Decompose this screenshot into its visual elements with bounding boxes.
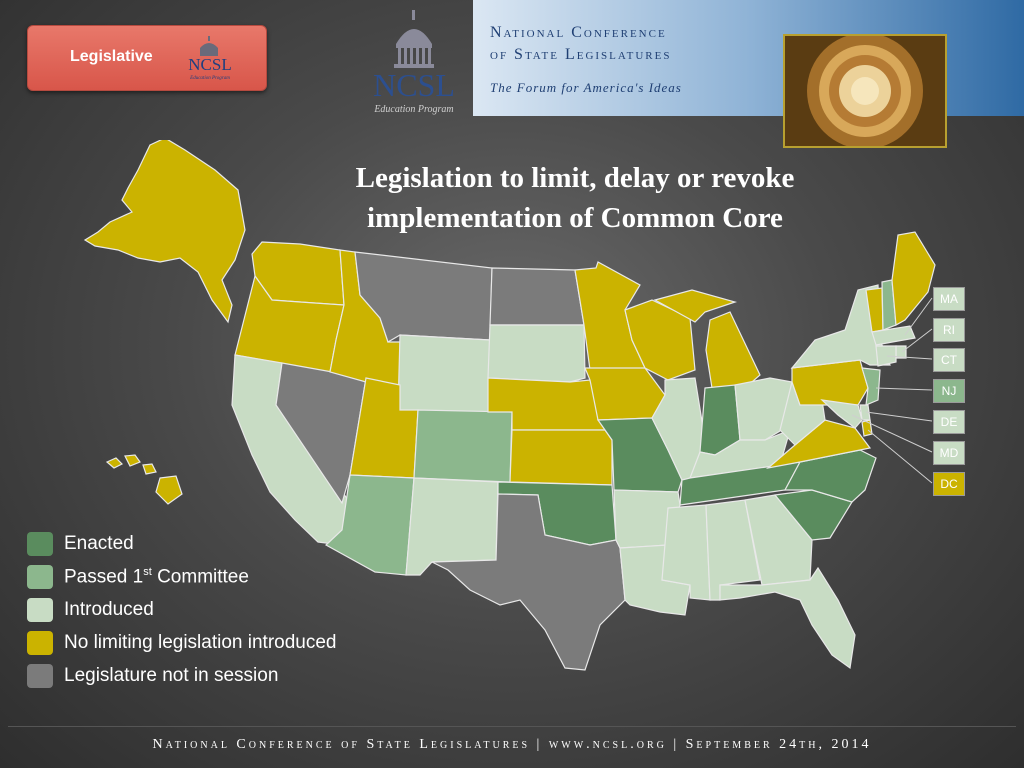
title-line1: Legislation to limit, delay or revoke xyxy=(355,162,795,194)
callout-nj[interactable]: NJ xyxy=(933,379,965,403)
ncsl-logo: NCSL Education Program xyxy=(373,10,455,115)
state-georgia[interactable] xyxy=(744,494,813,586)
us-map xyxy=(83,140,936,671)
state-florida[interactable] xyxy=(719,566,856,670)
state-south-carolina[interactable] xyxy=(773,489,853,541)
legend-swatch-enacted xyxy=(27,532,53,556)
legend-swatch-introduced xyxy=(27,598,53,622)
legend-label-introduced: Introduced xyxy=(64,599,154,620)
state-wisconsin[interactable] xyxy=(624,299,696,381)
state-kansas[interactable] xyxy=(509,429,613,486)
legislative-label: Legislative xyxy=(70,48,153,65)
state-colorado[interactable] xyxy=(413,409,513,483)
state-alaska[interactable] xyxy=(83,140,246,324)
legend-swatch-not-in-session xyxy=(27,664,53,688)
center-logo-subtext: Education Program xyxy=(373,104,453,115)
callout-ri[interactable]: RI xyxy=(933,318,965,342)
callout-de[interactable]: DE xyxy=(933,410,965,434)
badge-logo-subtext: Education Program xyxy=(189,76,230,81)
state-massachusetts[interactable] xyxy=(871,325,916,346)
legend-label-not-in-session: Legislature not in session xyxy=(64,665,279,686)
slide-title: Legislation to limit, delay or revoke im… xyxy=(250,158,900,238)
legend-label-enacted: Enacted xyxy=(64,533,134,554)
state-maine[interactable] xyxy=(891,231,936,326)
capitol-dome-photo xyxy=(783,34,947,148)
banner-tagline: The Forum for America's Ideas xyxy=(490,80,682,95)
legend-label-no-limiting: No limiting legislation introduced xyxy=(64,632,337,653)
legend-swatch-no-limiting xyxy=(27,631,53,655)
footer-divider xyxy=(8,726,1016,727)
callout-ct[interactable]: CT xyxy=(933,348,965,372)
state-iowa[interactable] xyxy=(584,367,666,421)
banner-title-line2: of State Legislatures xyxy=(490,46,672,63)
banner-title-line1: National Conference xyxy=(490,24,667,41)
state-north-dakota[interactable] xyxy=(489,267,585,326)
state-maryland[interactable] xyxy=(820,399,863,429)
state-wyoming[interactable] xyxy=(397,334,491,416)
center-logo-text: NCSL xyxy=(373,67,455,103)
callout-md[interactable]: MD xyxy=(933,441,965,465)
ncsl-badge-logo: NCSL Education Program xyxy=(188,36,232,81)
state-texas[interactable] xyxy=(431,493,626,671)
state-south-dakota[interactable] xyxy=(487,324,586,383)
footer-text: National Conference of State Legislature… xyxy=(152,737,872,752)
capitol-dome-icon xyxy=(394,10,434,68)
callout-ma[interactable]: MA xyxy=(933,287,965,311)
state-dc[interactable] xyxy=(861,419,873,437)
legend-label-passed-1st-committee: Passed 1st Committee xyxy=(64,566,249,588)
state-hawaii[interactable] xyxy=(105,454,183,505)
legislative-badge[interactable]: Legislative NCSL Education Program xyxy=(27,25,267,91)
title-line2: implementation of Common Core xyxy=(367,202,783,234)
callout-dc[interactable]: DC xyxy=(933,472,965,496)
callout-leader-lines xyxy=(851,297,933,484)
legend-swatch-passed-1st-committee xyxy=(27,565,53,589)
badge-logo-text: NCSL xyxy=(188,55,231,74)
state-new-jersey[interactable] xyxy=(861,367,881,406)
state-connecticut[interactable] xyxy=(875,345,897,367)
